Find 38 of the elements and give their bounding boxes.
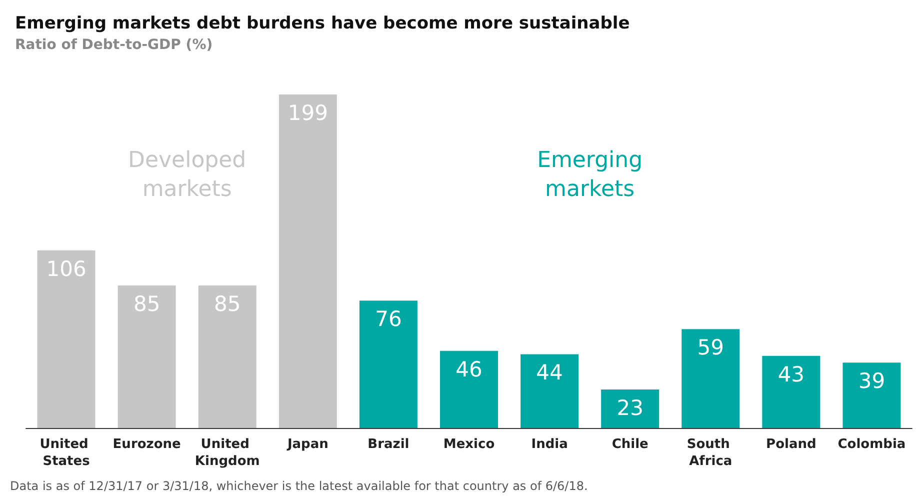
data-label: 23 [616,396,644,420]
data-label: 85 [214,292,241,316]
x-tick-label: Eurozone [112,437,182,452]
data-label: 106 [46,256,86,281]
x-tick-label: Colombia [838,437,906,452]
bar [601,389,660,428]
data-label: 59 [697,336,724,360]
bar [198,286,256,428]
data-label: 85 [133,292,160,316]
bar [762,356,820,428]
x-tick-label: Poland [766,437,816,452]
data-label: 43 [778,362,805,386]
bar [37,250,96,428]
data-label: 44 [536,360,563,385]
x-tick-label: Chile [612,437,649,452]
bar [118,286,176,428]
bar [682,329,740,428]
chart-subtitle: Ratio of Debt-to-GDP (%) [15,37,213,53]
text: Data is as of 12/31/17 or 3/31/18, whichever is the latest available for that country as of 6/6/18. [10,479,588,493]
x-tick-label: United Kingdom [194,437,260,469]
x-tick-label: United States [40,437,93,469]
chart-title: Emerging markets debt burdens have become more sustainable [15,14,630,34]
bar [278,94,337,428]
bar [842,362,901,428]
x-tick-label: Brazil [368,437,410,452]
data-label: 39 [858,369,886,394]
x-tick-label: Japan [286,437,328,452]
x-tick-label: Mexico [443,437,495,452]
annotation: Developed markets [128,148,246,202]
bar [359,300,418,428]
data-label: 76 [375,307,402,332]
data-label: 46 [456,357,482,382]
annotation: Emerging markets [537,148,643,202]
x-tick-label: South Africa [686,437,734,469]
x-tick-label: India [531,437,568,452]
bar [520,354,579,428]
data-label: 199 [288,100,328,125]
bar [440,350,498,428]
